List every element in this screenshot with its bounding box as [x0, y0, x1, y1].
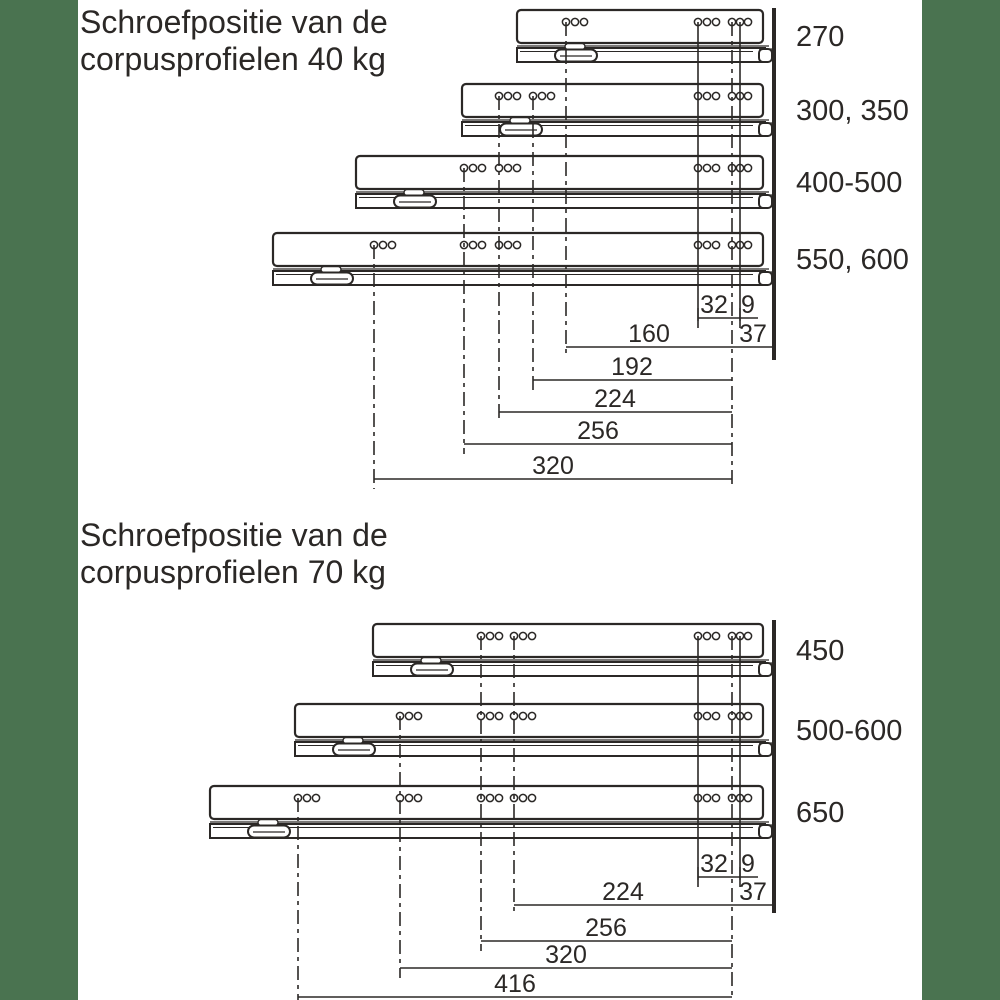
screw-hole-icon [494, 793, 504, 803]
screw-hole-icon [387, 240, 397, 250]
screw-hole-icon [711, 17, 721, 27]
rail-length-label: 270 [796, 21, 844, 53]
screw-hole-icon [702, 163, 712, 173]
dimension-label-320: 320 [532, 452, 574, 480]
dimension-label-32: 32 [700, 850, 728, 878]
screw-hole-icon [711, 711, 721, 721]
screw-hole-icon [503, 163, 513, 173]
screw-hole-icon [743, 793, 753, 803]
screw-hole-icon [494, 631, 504, 641]
screw-hole-icon [413, 793, 423, 803]
section2-title-line2: corpusprofielen 70 kg [80, 554, 386, 590]
screw-hole-icon [527, 793, 537, 803]
dimension-label-256: 256 [577, 417, 619, 445]
section2-title: Schroefpositie van de corpusprofielen 70… [80, 517, 388, 591]
screw-hole-icon [743, 240, 753, 250]
dimension-label-160: 160 [628, 320, 670, 348]
screw-hole-icon [477, 163, 487, 173]
screw-hole-icon [512, 91, 522, 101]
screw-hole-icon [702, 631, 712, 641]
screw-hole-icon [485, 631, 495, 641]
dimension-label-37: 37 [739, 878, 767, 906]
screw-hole-icon [518, 711, 528, 721]
screw-hole-icon [485, 793, 495, 803]
section1-title-line2: corpusprofielen 40 kg [80, 41, 386, 77]
section1-title-line1: Schroefpositie van de [80, 4, 388, 40]
rail-length-label: 400-500 [796, 167, 902, 199]
dimension-label-320: 320 [545, 941, 587, 969]
rail-drawing-550-600 [271, 231, 773, 286]
dimension-label-256: 256 [585, 914, 627, 942]
screw-hole-icon [702, 793, 712, 803]
dimension-label-192: 192 [611, 353, 653, 381]
rail-drawing-450 [371, 622, 773, 677]
green-background-right [922, 0, 1000, 1000]
screw-hole-icon [711, 631, 721, 641]
screw-hole-icon [570, 17, 580, 27]
screw-hole-icon [711, 793, 721, 803]
screw-hole-icon [468, 240, 478, 250]
screw-hole-icon [378, 240, 388, 250]
screw-hole-icon [702, 240, 712, 250]
screw-hole-icon [413, 711, 423, 721]
dimension-label-224: 224 [602, 878, 644, 906]
rail-length-label: 300, 350 [796, 95, 909, 127]
screw-hole-icon [579, 17, 589, 27]
rail-drawing-400-500 [354, 154, 773, 209]
rail-drawing-500-600 [293, 702, 773, 757]
screw-hole-icon [702, 91, 712, 101]
rail-drawing-650 [208, 784, 773, 839]
screw-hole-icon [503, 240, 513, 250]
screw-hole-icon [702, 711, 712, 721]
screw-hole-icon [743, 711, 753, 721]
screw-hole-icon [485, 711, 495, 721]
screw-hole-icon [404, 793, 414, 803]
screw-hole-icon [537, 91, 547, 101]
screw-hole-icon [743, 91, 753, 101]
dimension-label-32: 32 [700, 291, 728, 319]
screw-hole-icon [743, 631, 753, 641]
screw-hole-icon [404, 711, 414, 721]
dimension-label-9: 9 [741, 291, 755, 319]
screw-hole-icon [527, 711, 537, 721]
screw-hole-icon [512, 163, 522, 173]
rail-length-label: 500-600 [796, 715, 902, 747]
screw-hole-icon [546, 91, 556, 101]
screw-hole-icon [518, 631, 528, 641]
screw-hole-icon [494, 711, 504, 721]
screw-hole-icon [527, 631, 537, 641]
rail-length-label: 450 [796, 635, 844, 667]
dimension-label-37: 37 [739, 320, 767, 348]
rail-drawing-300-350 [460, 82, 773, 137]
dimension-label-416: 416 [494, 970, 536, 998]
dimension-label-224: 224 [594, 385, 636, 413]
rail-length-label: 650 [796, 797, 844, 829]
screw-hole-icon [711, 91, 721, 101]
screw-hole-icon [711, 240, 721, 250]
rail-drawing-270 [515, 8, 773, 63]
screw-hole-icon [743, 17, 753, 27]
screw-hole-icon [711, 163, 721, 173]
screw-hole-icon [468, 163, 478, 173]
rail-length-label: 550, 600 [796, 244, 909, 276]
screw-hole-icon [743, 163, 753, 173]
section1-title: Schroefpositie van de corpusprofielen 40… [80, 4, 388, 78]
screw-hole-icon [302, 793, 312, 803]
screw-hole-icon [702, 17, 712, 27]
screw-hole-icon [477, 240, 487, 250]
screw-hole-icon [518, 793, 528, 803]
section2-title-line1: Schroefpositie van de [80, 517, 388, 553]
screw-hole-icon [311, 793, 321, 803]
screw-hole-icon [503, 91, 513, 101]
dimension-label-9: 9 [741, 850, 755, 878]
green-background-left [0, 0, 78, 1000]
screw-hole-icon [512, 240, 522, 250]
